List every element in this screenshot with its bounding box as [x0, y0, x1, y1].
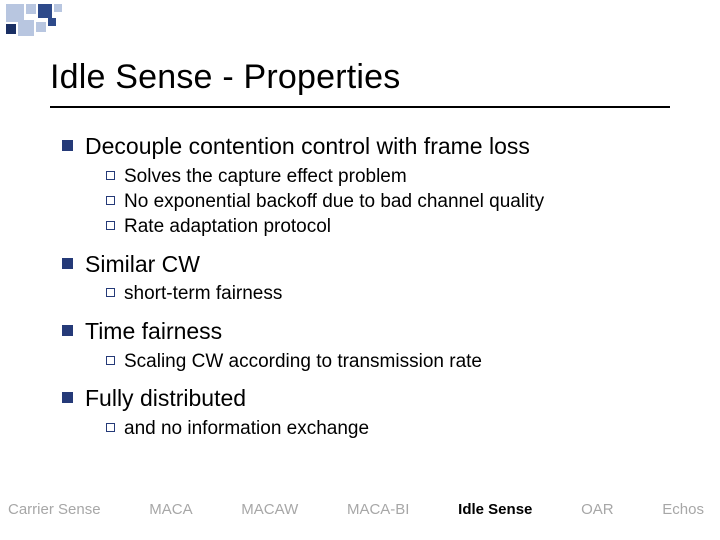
footer-item-maca-bi[interactable]: MACA-BI [347, 501, 410, 518]
open-square-bullet-icon [106, 288, 115, 297]
footer-item-carrier-sense[interactable]: Carrier Sense [8, 501, 101, 518]
footer-item-macaw[interactable]: MACAW [241, 501, 298, 518]
title-underline [50, 106, 670, 108]
sub-list: Solves the capture effect problem No exp… [106, 165, 682, 240]
square-bullet-icon [62, 325, 73, 336]
content-area: Decouple contention control with frame l… [62, 130, 682, 451]
sub-list: short-term fairness [106, 282, 682, 306]
slide: Idle Sense - Properties Decouple content… [0, 0, 720, 540]
bullet-similar-cw: Similar CW [62, 250, 682, 279]
sub-bullet: Scaling CW according to transmission rat… [106, 350, 682, 374]
sub-bullet: Solves the capture effect problem [106, 165, 682, 189]
square-bullet-icon [62, 392, 73, 403]
bullet-time-fairness: Time fairness [62, 317, 682, 346]
sub-list: Scaling CW according to transmission rat… [106, 350, 682, 374]
footer-item-echos[interactable]: Echos [662, 501, 704, 518]
open-square-bullet-icon [106, 171, 115, 180]
sub-bullet-text: short-term fairness [124, 282, 282, 306]
sub-list: and no information exchange [106, 417, 682, 441]
open-square-bullet-icon [106, 356, 115, 365]
bullet-text: Time fairness [85, 317, 222, 346]
bullet-text: Similar CW [85, 250, 200, 279]
open-square-bullet-icon [106, 423, 115, 432]
open-square-bullet-icon [106, 196, 115, 205]
footer-item-maca[interactable]: MACA [149, 501, 192, 518]
sub-bullet-text: No exponential backoff due to bad channe… [124, 190, 544, 214]
open-square-bullet-icon [106, 221, 115, 230]
bullet-text: Fully distributed [85, 384, 246, 413]
sub-bullet: Rate adaptation protocol [106, 215, 682, 239]
sub-bullet-text: Scaling CW according to transmission rat… [124, 350, 482, 374]
bullet-decouple: Decouple contention control with frame l… [62, 132, 682, 161]
footer-nav: Carrier Sense MACA MACAW MACA-BI Idle Se… [0, 501, 720, 518]
square-bullet-icon [62, 258, 73, 269]
square-bullet-icon [62, 140, 73, 151]
sub-bullet: and no information exchange [106, 417, 682, 441]
bullet-text: Decouple contention control with frame l… [85, 132, 530, 161]
sub-bullet: No exponential backoff due to bad channe… [106, 190, 682, 214]
sub-bullet-text: Rate adaptation protocol [124, 215, 331, 239]
bullet-fully-distributed: Fully distributed [62, 384, 682, 413]
footer-item-oar[interactable]: OAR [581, 501, 614, 518]
slide-title: Idle Sense - Properties [50, 58, 400, 97]
sub-bullet-text: and no information exchange [124, 417, 369, 441]
sub-bullet-text: Solves the capture effect problem [124, 165, 407, 189]
sub-bullet: short-term fairness [106, 282, 682, 306]
footer-item-idle-sense[interactable]: Idle Sense [458, 501, 532, 518]
